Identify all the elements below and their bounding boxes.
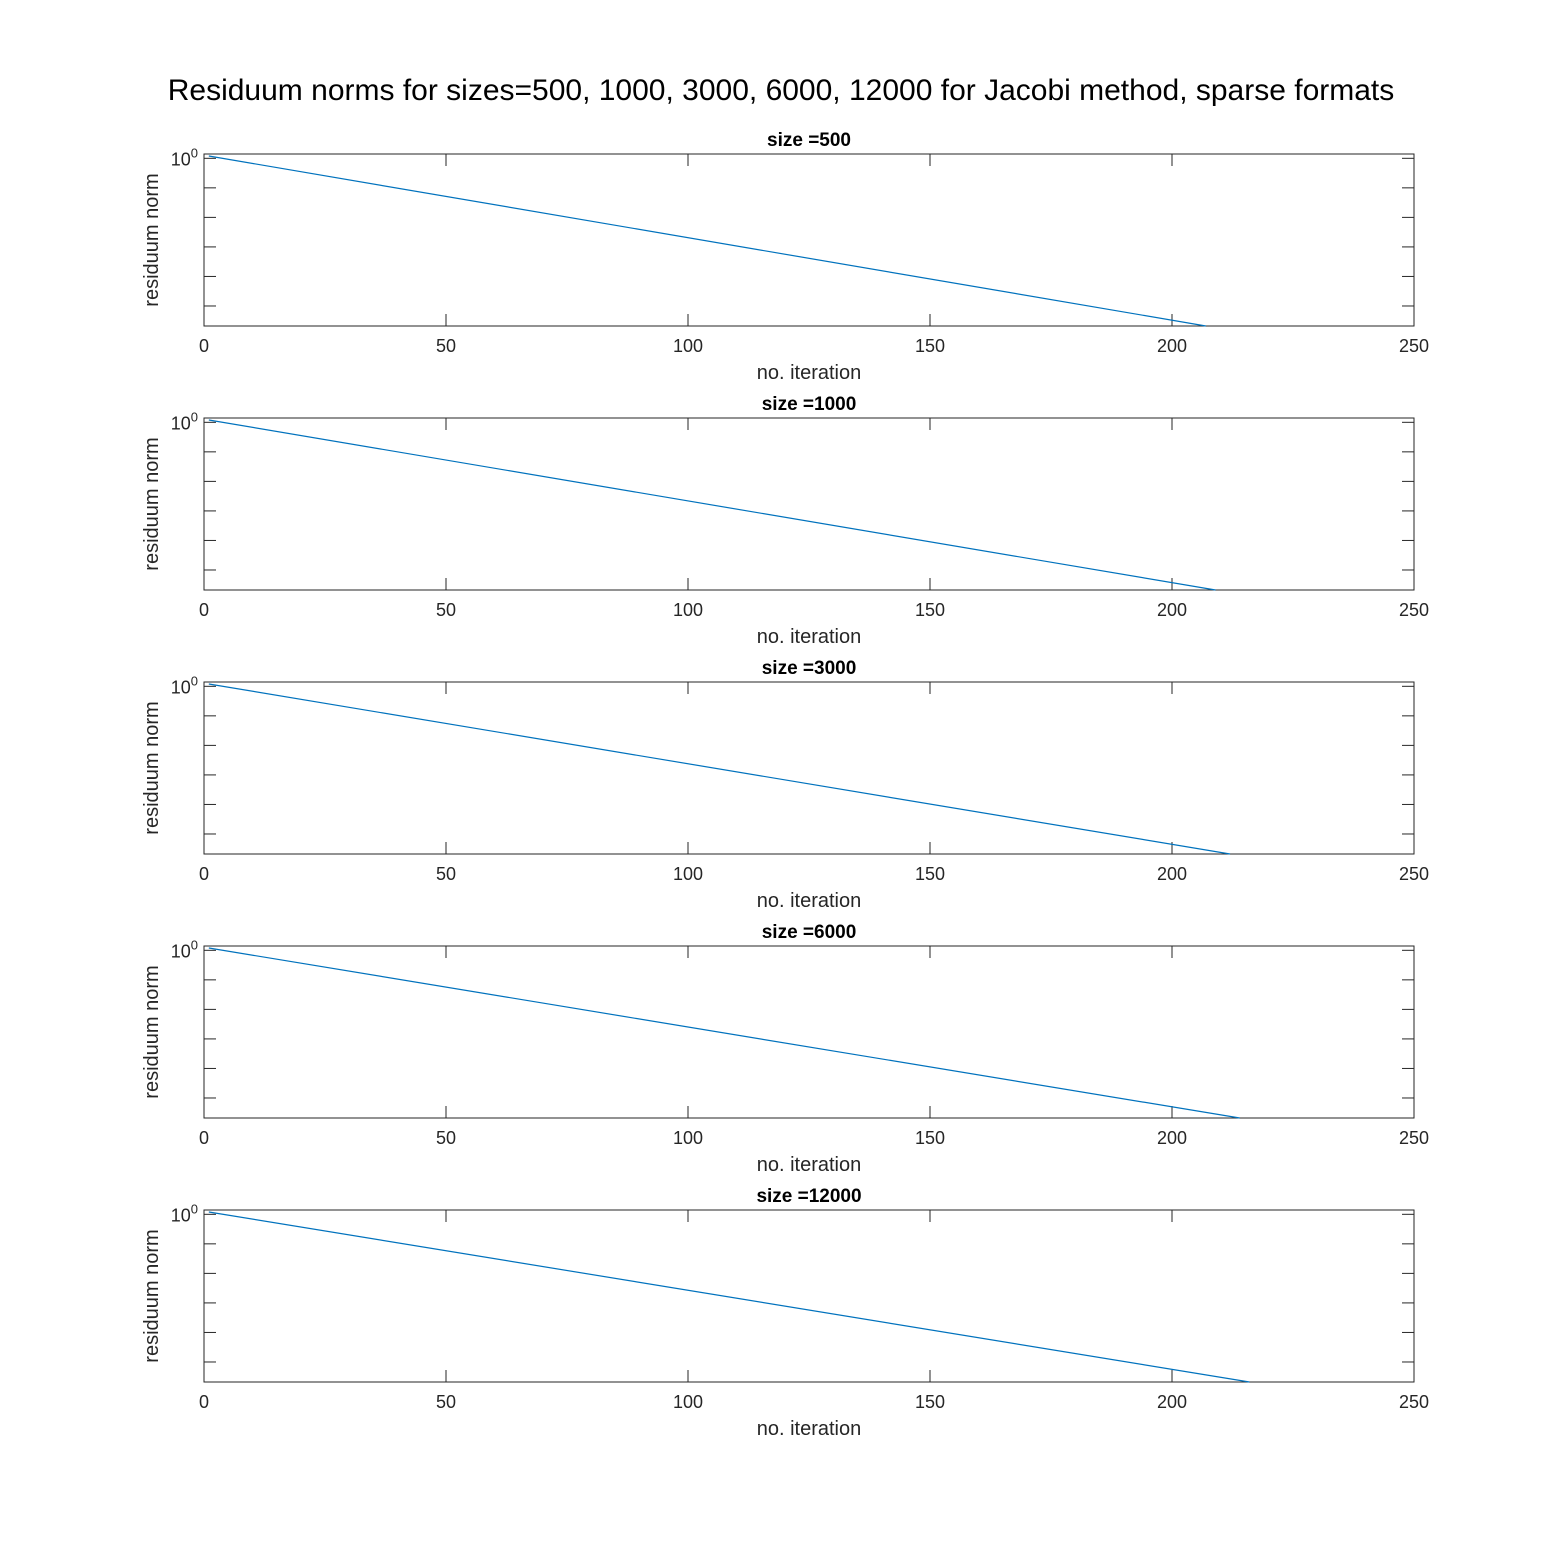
x-tick-label: 100 xyxy=(673,1128,703,1148)
axes-box xyxy=(203,681,1415,855)
axes-box xyxy=(203,945,1415,1119)
y-axis-label: residuum norm xyxy=(141,437,163,570)
x-tick-label: 200 xyxy=(1157,864,1187,884)
figure-title: Residuum norms for sizes=500, 1000, 3000… xyxy=(168,74,1395,107)
axes-box xyxy=(203,1209,1415,1383)
x-tick-label: 200 xyxy=(1157,336,1187,356)
y-axis-label: residuum norm xyxy=(141,965,163,1098)
x-tick-label: 250 xyxy=(1399,1392,1429,1412)
x-tick-label: 200 xyxy=(1157,600,1187,620)
x-tick-label: 150 xyxy=(915,864,945,884)
subplot-title: size =3000 xyxy=(762,658,857,679)
residuum-series-line xyxy=(208,683,1231,855)
x-axis-label: no. iteration xyxy=(757,626,862,648)
x-tick-label: 50 xyxy=(436,600,456,620)
x-tick-label: 150 xyxy=(915,600,945,620)
x-tick-label: 200 xyxy=(1157,1392,1187,1412)
axes-box xyxy=(203,417,1415,591)
x-tick-label: 150 xyxy=(915,336,945,356)
x-tick-label: 50 xyxy=(436,864,456,884)
axes-box xyxy=(203,153,1415,327)
x-axis-label: no. iteration xyxy=(757,1154,862,1176)
x-tick-label: 50 xyxy=(436,336,456,356)
x-tick-label: 150 xyxy=(915,1128,945,1148)
x-tick-label: 100 xyxy=(673,600,703,620)
x-axis-label: no. iteration xyxy=(757,362,862,384)
residuum-series-line xyxy=(208,155,1206,327)
x-tick-label: 0 xyxy=(199,1392,209,1412)
residuum-series-line xyxy=(208,947,1240,1119)
subplot-stack: 0 50 100 150 200 250 100 size =500 no. iteration… xyxy=(141,130,1429,1440)
x-tick-label: 250 xyxy=(1399,336,1429,356)
x-axis-label: no. iteration xyxy=(757,890,862,912)
x-tick-label: 0 xyxy=(199,1128,209,1148)
x-tick-label: 250 xyxy=(1399,864,1429,884)
x-tick-label: 250 xyxy=(1399,1128,1429,1148)
y-axis-label: residuum norm xyxy=(141,173,163,306)
x-tick-label: 100 xyxy=(673,1392,703,1412)
x-tick-label: 100 xyxy=(673,336,703,356)
x-tick-label: 50 xyxy=(436,1128,456,1148)
x-tick-label: 150 xyxy=(915,1392,945,1412)
y-axis-label: residuum norm xyxy=(141,701,163,834)
x-tick-label: 50 xyxy=(436,1392,456,1412)
x-tick-label: 0 xyxy=(199,864,209,884)
x-tick-label: 200 xyxy=(1157,1128,1187,1148)
y-axis-label: residuum norm xyxy=(141,1229,163,1362)
subplot-title: size =12000 xyxy=(756,1186,861,1207)
x-axis-label: no. iteration xyxy=(757,1418,862,1440)
subplot-title: size =500 xyxy=(767,130,851,151)
x-tick-label: 100 xyxy=(673,864,703,884)
residuum-series-line xyxy=(208,419,1216,591)
subplot-title: size =6000 xyxy=(762,922,857,943)
residuum-series-line xyxy=(208,1211,1250,1383)
subplot-title: size =1000 xyxy=(762,394,857,415)
x-tick-label: 0 xyxy=(199,336,209,356)
x-tick-label: 250 xyxy=(1399,600,1429,620)
x-tick-label: 0 xyxy=(199,600,209,620)
